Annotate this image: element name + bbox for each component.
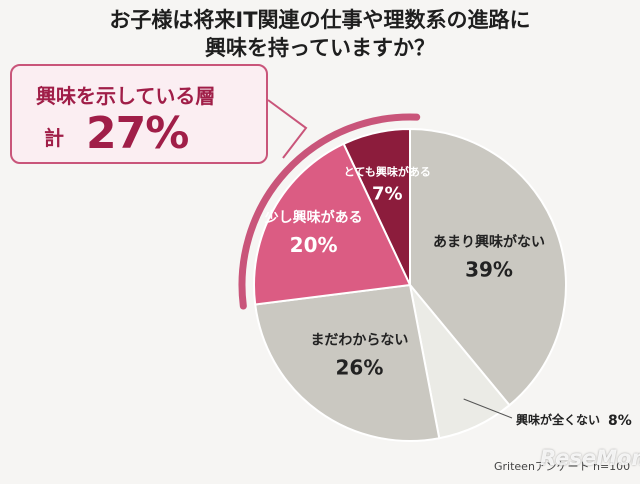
callout-prefix: 計 [44,126,64,150]
slice-very-interested-value: 7% [372,184,403,205]
slice-undecided-label: まだわからない [310,333,408,349]
callout-value: 27% [86,108,189,159]
slice-undecided-value: 26% [336,356,384,380]
slice-not-at-all-value: 8% [608,413,632,429]
watermark-logo: ReseMom [540,446,640,470]
slice-undecided [254,283,441,442]
slice-very-interested-label: とても興味がある [344,165,431,179]
slice-not-at-all-label: 興味が全くない [516,412,600,427]
slice-somewhat-interested-value: 20% [290,233,338,257]
slice-somewhat-interested-label: 少し興味がある [264,209,363,226]
slice-not-very-interested [409,127,567,407]
title-line-1: お子様は将来IT関連の仕事や理数系の進路に [109,8,531,32]
callout-pointer [267,99,308,159]
callout-label: 興味を示している層 [36,84,216,108]
title-line-2: 興味を持っていますか？ [205,36,435,60]
chart-title: お子様は将来IT関連の仕事や理数系の進路に 興味を持っていますか？ [0,6,640,62]
highlight-arc [238,113,421,310]
slice-not-very-interested-value: 39% [465,258,513,282]
slice-somewhat-interested [253,142,412,306]
slice-not-very-interested-label: あまり興味がない [433,234,545,251]
source-note: Griteenアンケート n=100 [494,460,631,473]
interest-callout: 興味を示している層 計 27% [10,64,268,164]
not-at-all-leader [463,398,513,419]
